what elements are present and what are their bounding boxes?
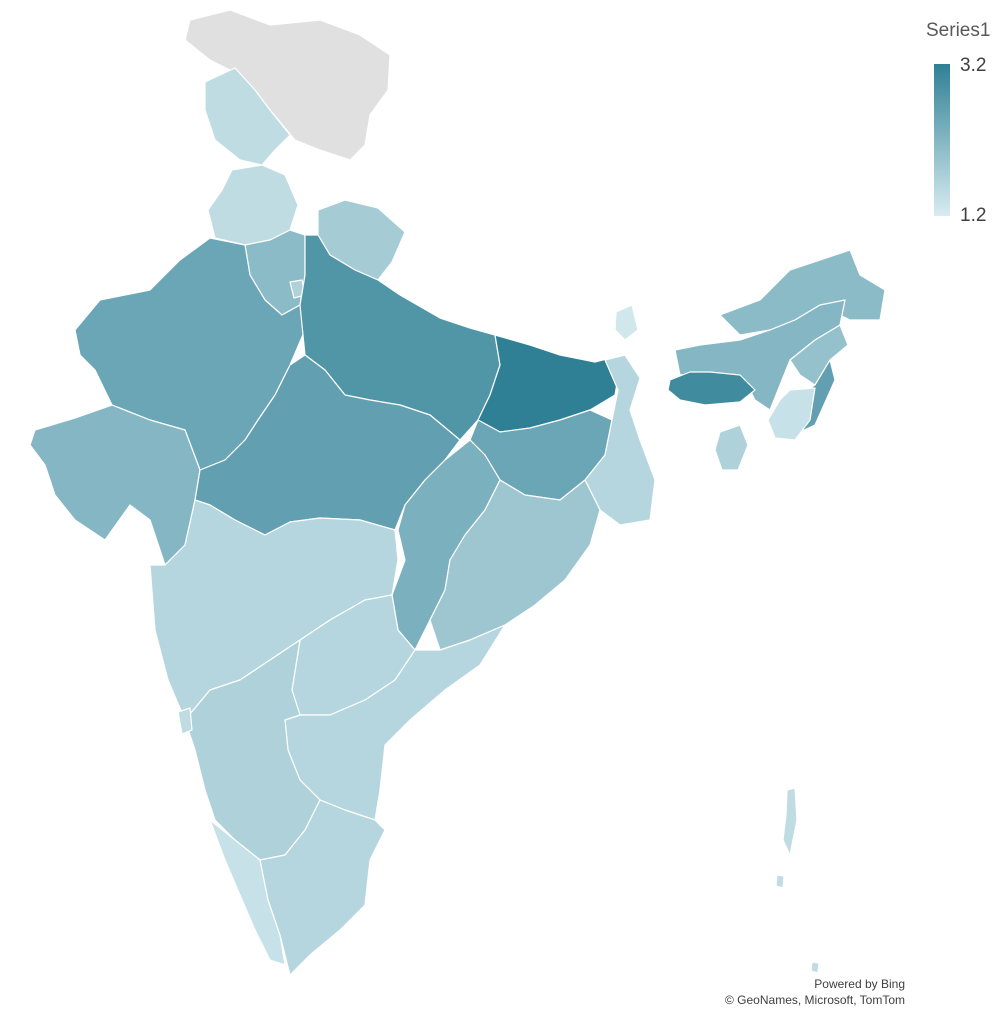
region-nagaland [789,324,849,386]
legend-color-scale [934,64,950,216]
region-west-bengal [584,354,656,526]
region-kerala [209,819,286,966]
region-mizoram [767,387,816,441]
region-andaman-islands [782,787,798,856]
region-sikkim [614,304,639,341]
legend-min-label: 1.2 [960,205,987,226]
region-odisha [429,479,601,651]
map-attribution: © GeoNames, Microsoft, TomTom [725,993,905,1007]
powered-by-bing: Powered by Bing [814,977,905,991]
region-tripura [714,424,749,471]
region-tamil-nadu [259,799,386,976]
legend-max-label: 3.2 [960,55,987,76]
region-himachal-pradesh [204,67,291,166]
region-goa [177,707,193,735]
region-gujarat [29,404,201,566]
region-meghalaya [667,371,756,406]
region-nicobar-island-2 [810,961,820,974]
region-jammu-kashmir [184,9,391,161]
region-karnataka [184,639,321,861]
region-nicobar-island-1 [775,874,785,889]
legend-title: Series1 [926,20,991,41]
